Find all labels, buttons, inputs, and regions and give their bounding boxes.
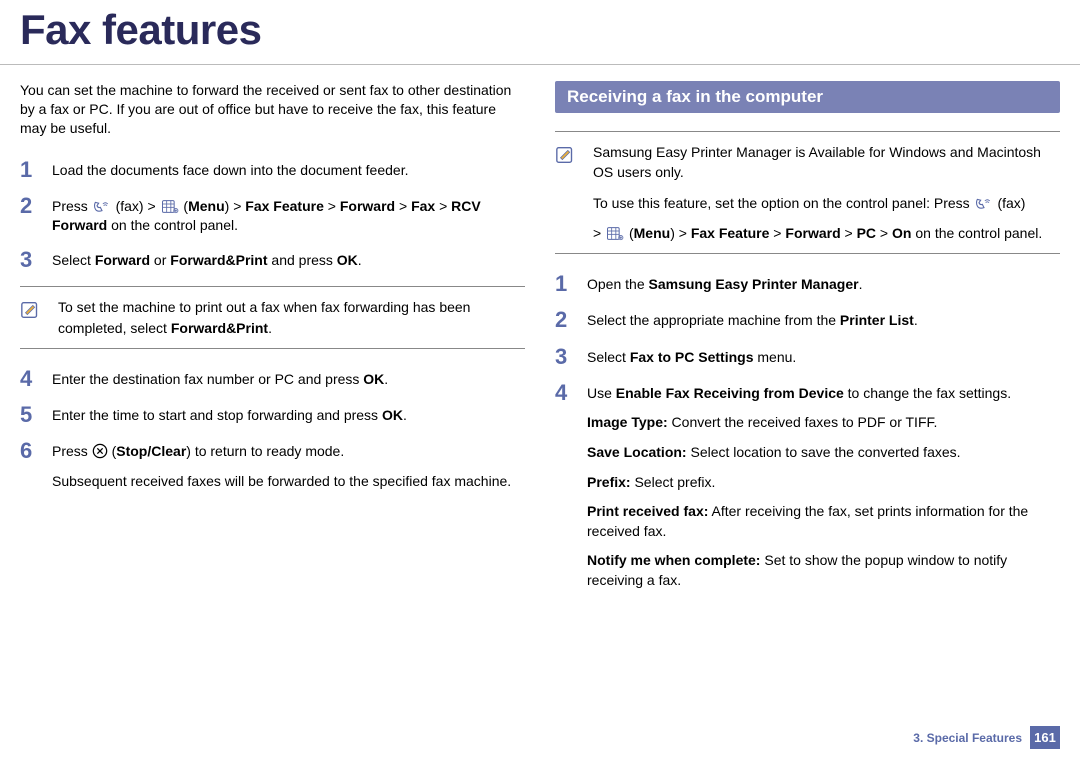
step-number: 6 — [20, 439, 38, 463]
step: 2 Press (fax) > (Menu) > Fax Feature > F… — [20, 194, 525, 236]
left-steps-1: 1 Load the documents face down into the … — [20, 158, 525, 273]
right-steps: 1 Open the Samsung Easy Printer Manager.… — [555, 272, 1060, 590]
step-number: 3 — [555, 345, 573, 369]
step-body: Enter the time to start and stop forward… — [52, 403, 525, 426]
note-box: Samsung Easy Printer Manager is Availabl… — [555, 131, 1060, 254]
step: 2 Select the appropriate machine from th… — [555, 308, 1060, 332]
step: 3 Select Fax to PC Settings menu. — [555, 345, 1060, 369]
menu-grid-icon — [605, 226, 625, 242]
step-number: 2 — [555, 308, 573, 332]
step-body: Select Forward or Forward&Print and pres… — [52, 248, 525, 271]
note-text: Samsung Easy Printer Manager is Availabl… — [593, 142, 1060, 243]
intro-text: You can set the machine to forward the r… — [20, 81, 525, 138]
section-header: Receiving a fax in the computer — [555, 81, 1060, 113]
step-number: 2 — [20, 194, 38, 218]
step-body: Use Enable Fax Receiving from Device to … — [587, 381, 1060, 591]
fax-handset-icon — [92, 199, 112, 215]
step-body: Select Fax to PC Settings menu. — [587, 345, 1060, 368]
note-pencil-icon — [555, 142, 579, 243]
left-column: You can set the machine to forward the r… — [20, 81, 525, 603]
note-pencil-icon — [20, 297, 44, 338]
step: 1 Open the Samsung Easy Printer Manager. — [555, 272, 1060, 296]
left-steps-2: 4 Enter the destination fax number or PC… — [20, 367, 525, 492]
step: 6 Press (Stop/Clear) to return to ready … — [20, 439, 525, 491]
content-columns: You can set the machine to forward the r… — [0, 65, 1080, 603]
step-body: Open the Samsung Easy Printer Manager. — [587, 272, 1060, 295]
footer-page-number: 161 — [1030, 726, 1060, 749]
menu-grid-icon — [160, 199, 180, 215]
right-column: Receiving a fax in the computer Samsung … — [555, 81, 1060, 603]
step: 3 Select Forward or Forward&Print and pr… — [20, 248, 525, 272]
page-title: Fax features — [0, 0, 1080, 65]
note-box: To set the machine to print out a fax wh… — [20, 286, 525, 349]
step-body: Load the documents face down into the do… — [52, 158, 525, 181]
step-body: Press (fax) > (Menu) > Fax Feature > For… — [52, 194, 525, 236]
fax-handset-icon — [974, 196, 994, 212]
note-text: To set the machine to print out a fax wh… — [58, 297, 525, 338]
step-number: 4 — [20, 367, 38, 391]
footer-chapter: 3. Special Features — [913, 731, 1022, 745]
step: 4 Enter the destination fax number or PC… — [20, 367, 525, 391]
step-number: 5 — [20, 403, 38, 427]
step-body: Enter the destination fax number or PC a… — [52, 367, 525, 390]
step: 1 Load the documents face down into the … — [20, 158, 525, 182]
step: 5 Enter the time to start and stop forwa… — [20, 403, 525, 427]
step-number: 1 — [20, 158, 38, 182]
step-number: 3 — [20, 248, 38, 272]
step-body: Press (Stop/Clear) to return to ready mo… — [52, 439, 525, 491]
step-number: 4 — [555, 381, 573, 405]
page-footer: 3. Special Features 161 — [913, 726, 1060, 749]
stop-clear-icon — [92, 443, 108, 459]
step-number: 1 — [555, 272, 573, 296]
step: 4 Use Enable Fax Receiving from Device t… — [555, 381, 1060, 591]
step-body: Select the appropriate machine from the … — [587, 308, 1060, 331]
